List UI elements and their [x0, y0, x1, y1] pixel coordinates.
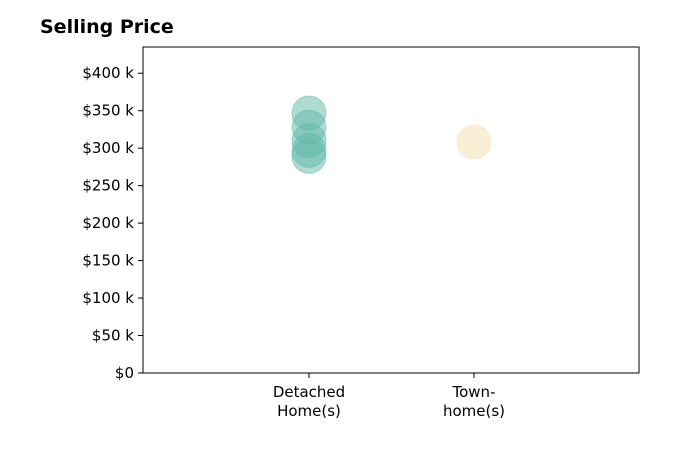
x-tick-label: Detached Home(s) — [273, 383, 345, 420]
y-tick-label: $250 k — [82, 177, 134, 195]
y-axis: $0 $50 k $100 k $150 k $200 k $250 k $300 k $35… — [82, 64, 143, 382]
x-axis: Detached Home(s) Town-home(s) — [273, 373, 505, 420]
plot-frame — [142, 46, 640, 374]
data-point — [456, 124, 492, 160]
y-tick-label: $0 — [115, 364, 134, 382]
chart-title: Selling Price — [40, 16, 174, 38]
y-tick-label: $50 k — [92, 327, 134, 345]
data-point — [291, 138, 327, 174]
y-tick-label: $300 k — [82, 139, 134, 157]
y-tick-label: $350 k — [82, 102, 134, 120]
plot-marks — [291, 95, 492, 174]
y-tick-label: $100 k — [82, 289, 134, 307]
y-tick-label: $150 k — [82, 252, 134, 270]
y-tick-label: $400 k — [82, 64, 134, 82]
x-tick-label: Town-home(s) — [443, 383, 505, 420]
y-tick-label: $200 k — [82, 214, 134, 232]
